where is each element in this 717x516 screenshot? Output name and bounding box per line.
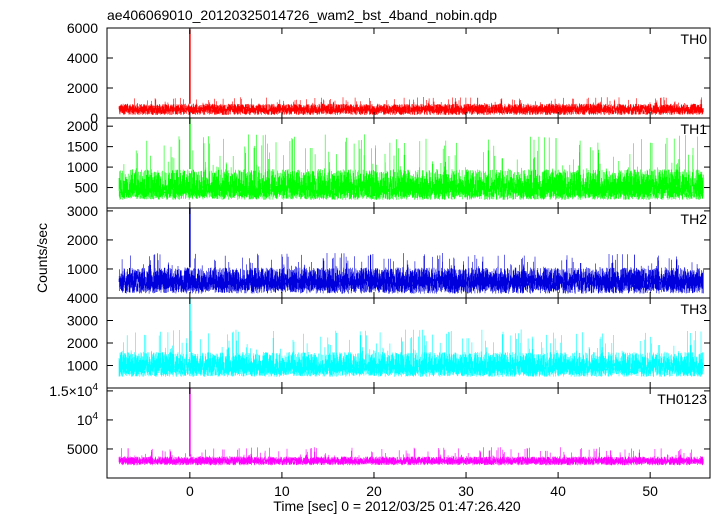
y-tick-label: 3000: [67, 203, 98, 219]
panel-th1: TH1 500 1000 1500 2000: [67, 117, 711, 209]
light-curve-th1: [118, 134, 704, 200]
y-tick-label: 6000: [67, 20, 98, 36]
y-tick-label: 2000: [67, 232, 98, 248]
light-curve-th0: [118, 97, 704, 115]
y-tick-label: 2000: [67, 335, 98, 351]
x-tick-label: 30: [458, 483, 474, 499]
panel-label: TH2: [681, 211, 708, 227]
y-tick-label: 500: [75, 180, 99, 196]
panel-th0: TH0 0 2000 4000 6000: [67, 20, 711, 126]
y-tick-label: 0: [90, 110, 98, 126]
x-tick-label: 10: [274, 483, 290, 499]
y-tick-label: 3000: [67, 313, 98, 329]
y-axis-label: Counts/sec: [34, 223, 50, 293]
y-tick-label: 2000: [67, 80, 98, 96]
y-tick-label: 1.5×104: [49, 382, 98, 399]
panel-label: TH0: [681, 31, 708, 47]
x-tick-label: 20: [366, 483, 382, 499]
panel-label: TH0123: [657, 391, 707, 407]
y-tick-label: 1000: [67, 261, 98, 277]
x-tick-label: 40: [550, 483, 566, 499]
y-tick-label: 5000: [67, 441, 98, 457]
y-tick-label: 104: [77, 411, 99, 428]
panel-label: TH1: [681, 121, 708, 137]
chart-title: ae406069010_20120325014726_wam2_bst_4ban…: [107, 7, 497, 23]
y-tick-label: 2000: [67, 118, 98, 134]
panel-th2: TH2 1000 2000 3000: [67, 203, 711, 299]
panel-th3: TH3 1000 2000 3000 4000: [67, 290, 711, 389]
light-curve-th0123: [118, 447, 704, 466]
y-tick-label: 1500: [67, 139, 98, 155]
y-tick-label: 4000: [67, 50, 98, 66]
panels: TH00200040006000TH1500100015002000TH2100…: [49, 20, 711, 499]
x-axis-label: Time [sec] 0 = 2012/03/25 01:47:26.420: [273, 498, 521, 514]
panel-label: TH3: [681, 301, 708, 317]
light-curve-th2: [118, 253, 704, 294]
y-tick-label: 1000: [67, 358, 98, 374]
y-tick-label: 4000: [67, 290, 98, 306]
panel-frame: [106, 387, 711, 479]
x-tick-label: 0: [186, 483, 194, 499]
panel-th0123: TH0123 5000 104 1.5×104: [49, 382, 711, 479]
x-tick-label: 50: [642, 483, 658, 499]
y-tick-label: 1000: [67, 159, 98, 175]
light-curve-th3: [118, 329, 704, 377]
